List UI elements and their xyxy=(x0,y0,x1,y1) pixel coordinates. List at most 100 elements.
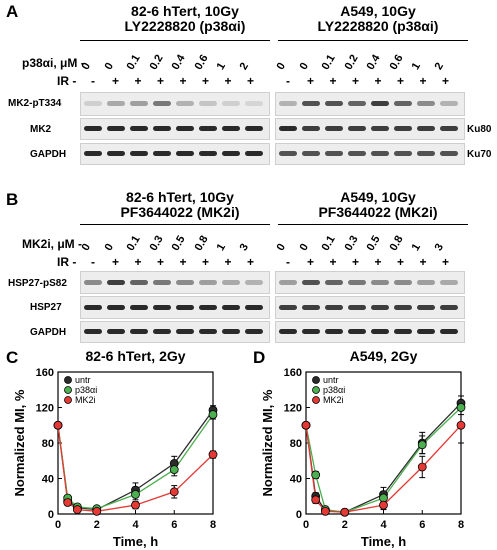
panel-a-row-label-1: MK2-pT334 xyxy=(8,98,62,109)
blot-band xyxy=(371,329,389,334)
blot-band xyxy=(176,329,194,334)
x-tick-label: 2 xyxy=(342,519,348,531)
conc-label: 0.8 xyxy=(192,233,211,253)
ir-plus: + xyxy=(179,74,187,88)
panel-b-left-title-line2: PF3644022 (MK2i) xyxy=(120,204,240,220)
conc-label: 0.4 xyxy=(364,52,383,72)
conc-label: 0.6 xyxy=(387,52,406,72)
blot-b-right-hsp27 xyxy=(275,296,465,319)
conc-label: 0 xyxy=(274,60,289,72)
blot-a-right-gapdh xyxy=(275,143,465,165)
y-tick-label: 80 xyxy=(290,438,302,450)
y-tick-label: 40 xyxy=(290,474,302,486)
blot-band xyxy=(417,329,435,334)
data-point-p38αi xyxy=(208,410,218,419)
legend-label: p38αi xyxy=(75,385,97,395)
blot-a-right-mk2-pt334 xyxy=(275,92,465,116)
y-tick-label: 40 xyxy=(42,474,54,486)
legend-label: p38αi xyxy=(323,385,345,395)
blot-band xyxy=(222,151,240,156)
blot-band xyxy=(153,329,171,334)
blot-band xyxy=(279,329,297,334)
blot-band xyxy=(302,329,320,334)
blot-band xyxy=(130,151,148,156)
ir-plus: + xyxy=(329,74,337,88)
panel-a-left-title-line1: 82-6 hTert, 10Gy xyxy=(131,3,239,19)
panel-a-row-label-3: GAPDH xyxy=(30,149,67,160)
conc-label: 0 xyxy=(297,241,311,253)
blot-band xyxy=(107,280,125,285)
blot-band xyxy=(279,151,297,156)
conc-label: 0 xyxy=(274,241,289,253)
blot-band xyxy=(245,329,263,334)
chart-title: A549, 2Gy xyxy=(350,348,418,364)
blot-band xyxy=(302,151,320,156)
y-tick-label: 120 xyxy=(284,403,302,415)
data-point-MK2i xyxy=(169,487,179,497)
legend-label: MK2i xyxy=(75,395,96,405)
conc-label: 3 xyxy=(432,241,446,253)
blot-band xyxy=(371,101,389,106)
blot-band xyxy=(130,126,148,131)
ir-plus: + xyxy=(179,255,187,269)
blot-band xyxy=(199,280,217,285)
blot-band xyxy=(325,101,343,106)
conc-label: 0.2 xyxy=(342,52,361,72)
blot-band xyxy=(176,126,194,131)
chart-title: 82-6 hTert, 2Gy xyxy=(85,348,185,364)
blot-band xyxy=(199,305,217,310)
ir-plus: + xyxy=(224,74,232,88)
legend-marker xyxy=(64,386,72,394)
blot-band xyxy=(199,126,217,131)
conc-label: 3 xyxy=(237,241,251,253)
blot-band xyxy=(130,101,148,106)
conc-label: 1 xyxy=(409,241,424,253)
panel-b-left-title: 82-6 hTert, 10Gy PF3644022 (MK2i) xyxy=(80,190,280,220)
ir-plus: + xyxy=(224,255,232,269)
blot-band xyxy=(199,101,217,106)
blot-band xyxy=(302,305,320,310)
blot-band xyxy=(325,305,343,310)
x-axis-label: Time, h xyxy=(113,534,158,549)
conc-label: 0 xyxy=(102,60,116,72)
ir-plus: + xyxy=(201,255,209,269)
blot-band xyxy=(440,151,458,156)
conc-label: 0.5 xyxy=(364,233,383,253)
blot-band xyxy=(107,329,125,334)
legend-label: untr xyxy=(323,375,339,385)
blot-band xyxy=(279,305,297,310)
panel-letter-d: D xyxy=(253,348,266,367)
blot-band xyxy=(417,126,435,131)
blot-band xyxy=(176,101,194,106)
panel-b-conc-label: MK2i, μM - xyxy=(22,237,83,251)
conc-label: 1 xyxy=(214,60,229,72)
blot-b-left-hsp27 xyxy=(80,296,270,319)
data-point-MK2i xyxy=(456,420,466,430)
legend-label: untr xyxy=(75,375,91,385)
blot-band xyxy=(107,305,125,310)
ir-minus: - xyxy=(91,74,95,88)
blot-band xyxy=(153,151,171,156)
blot-band xyxy=(153,126,171,131)
conc-label: 0.1 xyxy=(124,52,143,72)
blot-band xyxy=(107,151,125,156)
blot-band xyxy=(84,280,102,285)
legend-marker xyxy=(64,376,72,384)
blot-band xyxy=(348,151,366,156)
blot-band xyxy=(440,329,458,334)
x-tick-label: 2 xyxy=(94,519,100,531)
blot-band xyxy=(153,305,171,310)
blot-band xyxy=(84,151,102,156)
data-point-MK2i xyxy=(131,500,140,510)
conc-label: 0.5 xyxy=(169,233,188,253)
blot-band xyxy=(222,126,240,131)
blot-band xyxy=(176,305,194,310)
ir-plus: + xyxy=(156,255,164,269)
y-tick-label: 0 xyxy=(296,509,302,521)
y-tick-label: 160 xyxy=(284,367,302,379)
blot-band xyxy=(417,151,435,156)
blot-band xyxy=(130,280,148,285)
data-point-MK2i xyxy=(92,506,102,516)
blot-band xyxy=(176,280,194,285)
data-point-MK2i xyxy=(311,495,321,505)
